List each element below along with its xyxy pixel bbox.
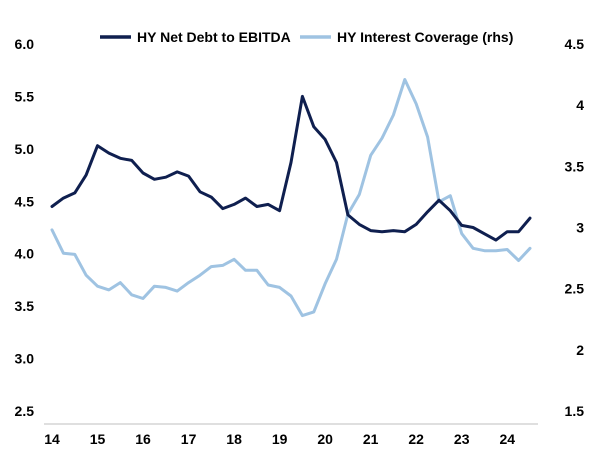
x-tick-label: 15 xyxy=(90,431,106,447)
x-tick-label: 20 xyxy=(317,431,333,447)
y-left-tick-label: 2.5 xyxy=(15,403,35,419)
x-tick-label: 22 xyxy=(408,431,424,447)
y-left-tick-label: 3.5 xyxy=(15,298,35,314)
x-tick-label: 21 xyxy=(363,431,379,447)
y-left-tick-label: 4.0 xyxy=(15,246,35,262)
y-right-tick-label: 3 xyxy=(576,220,584,236)
x-tick-label: 17 xyxy=(181,431,197,447)
y-right-tick-label: 2.5 xyxy=(565,281,585,297)
plot-area xyxy=(50,78,532,318)
x-tick-label: 23 xyxy=(454,431,470,447)
y-left-tick-label: 4.5 xyxy=(15,193,35,209)
x-tick-label: 14 xyxy=(44,431,60,447)
legend-label-net-debt: HY Net Debt to EBITDA xyxy=(137,29,291,45)
y-left-tick-label: 5.0 xyxy=(15,141,35,157)
legend-label-interest-coverage: HY Interest Coverage (rhs) xyxy=(337,29,513,45)
x-tick-label: 24 xyxy=(499,431,515,447)
y-right-tick-label: 4.5 xyxy=(565,36,585,52)
y-left-tick-label: 6.0 xyxy=(15,36,35,52)
x-tick-label: 18 xyxy=(226,431,242,447)
legend: HY Net Debt to EBITDA HY Interest Covera… xyxy=(100,29,513,45)
x-tick-label: 19 xyxy=(272,431,288,447)
y-left-tick-label: 3.0 xyxy=(15,351,35,367)
y-axis-right: 1.5 2 2.5 3 3.5 4 4.5 xyxy=(565,36,585,419)
x-tick-label: 16 xyxy=(135,431,151,447)
series-line-interest-coverage xyxy=(50,78,532,318)
y-right-tick-label: 1.5 xyxy=(565,403,585,419)
y-right-tick-label: 2 xyxy=(576,342,584,358)
x-axis: 14 15 16 17 18 19 20 21 22 23 24 xyxy=(44,431,515,447)
y-right-tick-label: 3.5 xyxy=(565,158,585,174)
y-axis-left: 2.5 3.0 3.5 4.0 4.5 5.0 5.5 6.0 xyxy=(15,36,35,419)
series-line-net-debt-to-ebitda xyxy=(50,94,532,242)
y-left-tick-label: 5.5 xyxy=(15,88,35,104)
y-right-tick-label: 4 xyxy=(576,97,584,113)
